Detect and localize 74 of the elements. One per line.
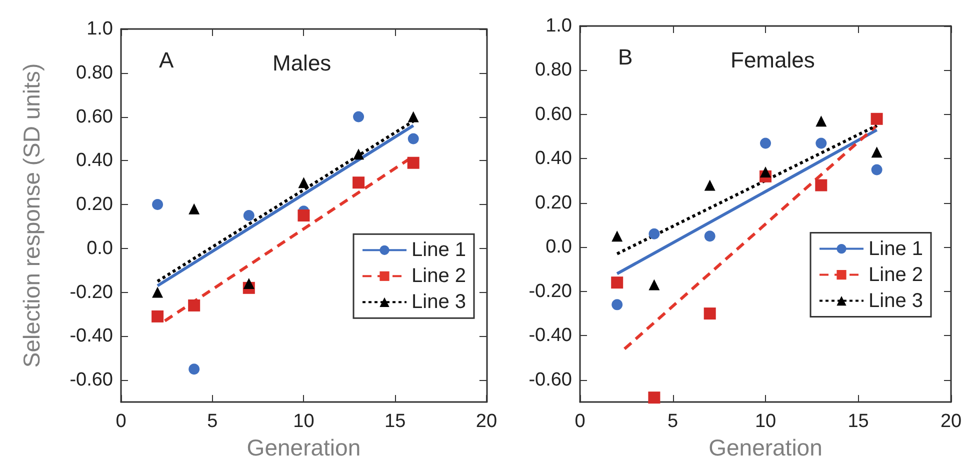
x-tick-label: 10 [754,411,776,432]
x-axis-title: Generation [246,434,361,460]
point [760,138,771,149]
y-tick-label: -0.40 [528,325,572,346]
point [298,177,310,188]
point [704,308,716,320]
point [188,299,200,312]
y-tick-label: 0.0 [546,236,572,258]
legend-label: Line 3 [868,290,924,312]
point [816,116,827,127]
x-tick-label: 0 [116,411,126,432]
point [612,230,623,242]
point [816,138,827,149]
y-tick-label: 0.20 [535,192,572,214]
legend-label: Line 2 [868,264,924,286]
y-tick-label: -0.60 [70,370,113,391]
y-tick-label: 0.0 [86,238,113,259]
point [353,148,364,160]
x-tick-label: 5 [207,411,218,432]
annotation: B [618,44,633,70]
y-tick-label: 0.20 [76,194,113,216]
x-tick-label: 20 [476,411,498,432]
y-tick-label: 0.40 [535,148,572,170]
legend-label: Line 1 [868,238,924,260]
y-tick-label: 0.80 [76,62,113,84]
point [611,276,624,289]
x-tick-label: 15 [848,411,869,432]
point [648,392,660,404]
y-tick-label: -0.20 [70,282,113,303]
point [408,111,419,122]
point [243,278,254,290]
annotation: A [159,48,174,72]
legend-label: Line 1 [412,239,466,262]
y-tick-label: 1.0 [86,18,113,40]
x-tick-label: 20 [940,411,962,432]
point [188,203,200,214]
x-tick-label: 15 [384,411,406,432]
point [704,180,716,191]
y-tick-label: -0.20 [528,280,572,302]
point [298,210,310,222]
point [760,166,771,178]
point [871,146,882,158]
x-tick-label: 5 [667,411,678,432]
y-tick-label: 0.60 [76,106,113,128]
legend-label: Line 3 [412,291,466,314]
y-tick-label: -0.60 [528,369,572,390]
point [353,111,364,122]
text: Females [730,48,815,72]
point [870,112,883,125]
y-axis-title: Selection response (SD units) [18,63,44,368]
point [648,228,660,240]
x-tick-label: 10 [293,411,314,432]
y-tick-label: 0.60 [535,104,572,125]
point [408,133,419,144]
point [152,286,164,298]
y-tick-label: 0.80 [535,60,572,81]
point [243,210,254,221]
point [152,199,164,210]
y-tick-label: 1.0 [546,16,572,36]
legend-label: Line 2 [412,265,466,288]
x-axis-title: Generation [708,434,822,460]
x-tick-label: 0 [574,411,586,432]
y-tick-label: 0.40 [76,150,113,172]
point [152,310,164,322]
y-tick-label: -0.40 [70,326,113,347]
point [188,364,200,375]
point [648,279,660,290]
point [815,179,828,192]
point [352,176,365,189]
point [871,164,882,176]
point [407,156,420,169]
point [704,230,716,242]
text: Males [272,50,332,76]
point [612,299,623,310]
